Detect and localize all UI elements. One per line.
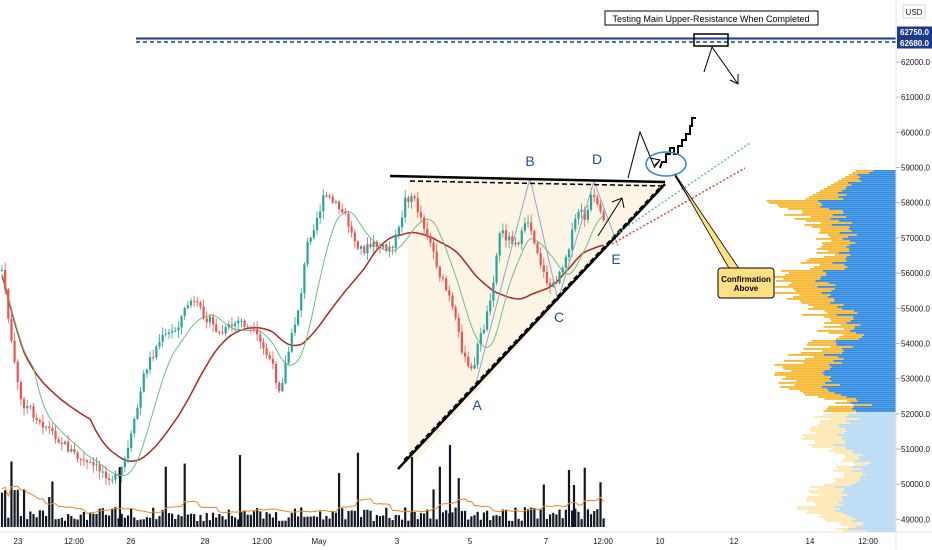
volume-profile bbox=[766, 170, 896, 532]
breakout-ellipse[interactable] bbox=[645, 151, 687, 177]
projection-path-peak-head bbox=[649, 157, 661, 169]
volume-bars bbox=[0, 445, 605, 527]
price-badge bbox=[897, 26, 932, 38]
time-tick-label: 12:00 bbox=[252, 537, 273, 546]
price-badge-label: 62750.0 bbox=[900, 28, 929, 37]
price-tick-label: 59000.0 bbox=[901, 164, 930, 173]
wave-label-e: E bbox=[611, 251, 620, 267]
confirmation-line-1: Confirmation bbox=[721, 275, 771, 284]
price-tick-label: 52000.0 bbox=[901, 410, 930, 419]
time-tick-label: 10 bbox=[656, 537, 665, 546]
target-box[interactable] bbox=[693, 33, 729, 47]
price-tick-label: 56000.0 bbox=[901, 269, 930, 278]
time-axis[interactable]: 23 12:00 26 28 12:00 May 3 5 7 12:00 10 12 14 12:00 bbox=[0, 531, 932, 546]
projection-arrow-up bbox=[597, 197, 623, 237]
time-tick-label: 23 bbox=[14, 537, 23, 546]
time-tick-label: 12:00 bbox=[858, 537, 879, 546]
price-axis[interactable]: USD 62000.0 61000.0 60000.0 59000.0 58000.0 5… bbox=[895, 0, 932, 550]
time-tick-label: 12:00 bbox=[593, 537, 614, 546]
time-tick-label: 5 bbox=[468, 537, 473, 546]
price-tick-label: 60000.0 bbox=[901, 128, 930, 137]
wave-label-c: C bbox=[554, 309, 564, 325]
wave-labels: A B C D E bbox=[472, 151, 620, 413]
projected-candles-stair bbox=[659, 117, 696, 169]
wave-label-d: D bbox=[592, 151, 602, 167]
projection-arrow-up-head bbox=[611, 197, 625, 209]
price-tick-label: 55000.0 bbox=[901, 304, 930, 313]
resistance-note[interactable]: Testing Main Upper-Resistance When Compl… bbox=[604, 10, 819, 26]
price-tick-label: 54000.0 bbox=[901, 339, 930, 348]
price-tick-label: 57000.0 bbox=[901, 234, 930, 243]
currency-box bbox=[902, 4, 926, 19]
confirmation-line-2: Above bbox=[734, 284, 759, 293]
candlesticks bbox=[0, 187, 605, 486]
price-badge bbox=[897, 37, 932, 49]
time-tick-label: 26 bbox=[127, 537, 136, 546]
currency-label: USD bbox=[906, 8, 923, 17]
price-badge-label: 62680.0 bbox=[900, 39, 929, 48]
confirmation-callout[interactable]: Confirmation Above bbox=[674, 173, 775, 299]
price-tick-label: 51000.0 bbox=[901, 445, 930, 454]
projection-dotted-red bbox=[611, 167, 746, 245]
time-tick-label: 12:00 bbox=[64, 537, 85, 546]
time-tick-label: 7 bbox=[544, 537, 549, 546]
time-tick-label: 12 bbox=[730, 537, 739, 546]
triangle-lower-trendline[interactable] bbox=[397, 183, 666, 470]
price-tick-label: 53000.0 bbox=[901, 375, 930, 384]
time-tick-label: 14 bbox=[806, 537, 815, 546]
price-tick-label: 62000.0 bbox=[901, 58, 930, 67]
wave-label-a: A bbox=[472, 397, 482, 413]
projection-path-target-head bbox=[729, 74, 739, 85]
time-tick-label: 3 bbox=[395, 537, 400, 546]
price-tick-label: 58000.0 bbox=[901, 199, 930, 208]
triangle-upper-dashed bbox=[409, 180, 666, 187]
price-tick-label: 61000.0 bbox=[901, 93, 930, 102]
moving-average-fast bbox=[1, 211, 604, 477]
projection-path-peak bbox=[627, 130, 661, 179]
triangle-lower-dashed bbox=[403, 184, 663, 461]
moving-average-slow bbox=[1, 231, 604, 463]
wave-label-b: B bbox=[525, 153, 534, 169]
volume-moving-average bbox=[1, 485, 605, 514]
price-tick-label: 50000.0 bbox=[901, 480, 930, 489]
time-tick-label: May bbox=[311, 537, 326, 546]
projection-path-target bbox=[703, 45, 739, 85]
price-tick-label: 49000.0 bbox=[901, 515, 930, 524]
time-tick-label: 28 bbox=[201, 537, 210, 546]
triangle-upper-trendline[interactable] bbox=[389, 174, 666, 184]
resistance-note-text: Testing Main Upper-Resistance When Compl… bbox=[612, 14, 809, 24]
